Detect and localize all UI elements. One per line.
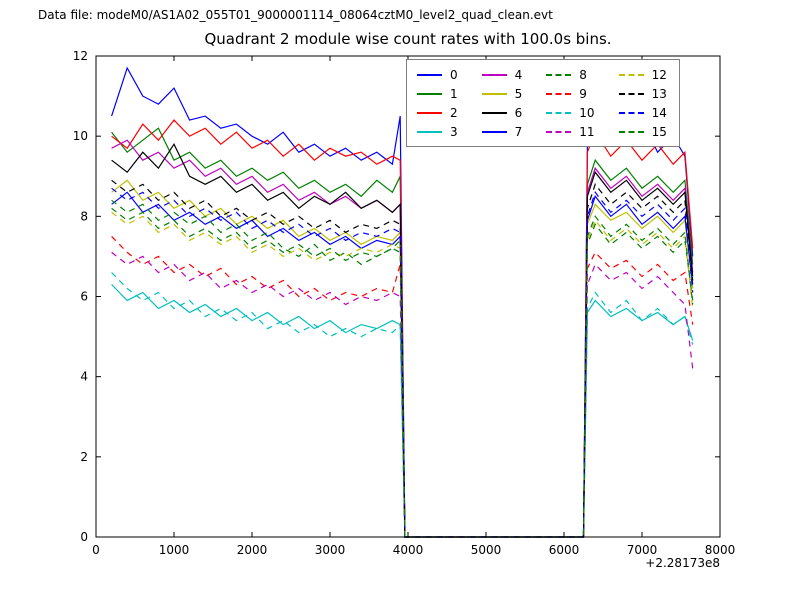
legend-label: 0 (450, 67, 458, 82)
series-line-1 (111, 127, 694, 538)
y-tick-label: 6 (80, 290, 88, 304)
legend-label: 10 (579, 105, 595, 120)
x-tick-label: 1000 (159, 543, 190, 557)
legend-line-sample (618, 73, 644, 76)
legend-label: 7 (514, 124, 523, 139)
x-tick-label: 2000 (237, 543, 268, 557)
y-tick-label: 10 (73, 129, 88, 143)
legend-label: 9 (579, 86, 587, 101)
series-line-13 (111, 179, 694, 538)
series-line-12 (111, 211, 694, 538)
data-file-label: Data file: modeM0/AS1A02_055T01_90000011… (38, 8, 553, 22)
legend-line-sample (417, 73, 442, 76)
legend-item-4: 4 (481, 65, 523, 84)
legend-line-sample (618, 130, 644, 133)
legend-label: 14 (651, 105, 667, 120)
series-line-6 (111, 142, 694, 538)
legend-item-11: 11 (546, 122, 595, 141)
x-tick-label: 3000 (315, 543, 346, 557)
legend-item-2: 2 (417, 103, 458, 122)
legend-line-sample (618, 111, 644, 114)
legend-label: 11 (579, 124, 595, 139)
chart-title: Quadrant 2 module wise count rates with … (204, 30, 612, 48)
series-line-3 (111, 284, 694, 538)
legend-line-sample (417, 111, 442, 114)
legend-line-sample (417, 92, 442, 95)
legend-line-sample (546, 73, 572, 76)
legend-label: 6 (514, 105, 523, 120)
legend-item-5: 5 (481, 84, 523, 103)
legend-line-sample (481, 111, 507, 114)
legend-line-sample (546, 130, 572, 133)
legend: 0 1 2 3 4 5 6 7 8 9 10 11 12 13 14 15 (406, 59, 680, 147)
legend-label: 3 (450, 124, 458, 139)
legend-item-12: 12 (618, 65, 667, 84)
legend-item-7: 7 (481, 122, 523, 141)
y-tick-label: 0 (80, 530, 88, 544)
legend-label: 15 (651, 124, 667, 139)
legend-label: 4 (514, 67, 523, 82)
legend-label: 1 (450, 86, 458, 101)
series-line-14 (111, 187, 694, 538)
legend-item-8: 8 (546, 65, 594, 84)
legend-item-10: 10 (546, 103, 595, 122)
series-line-11 (111, 251, 694, 538)
legend-line-sample (618, 92, 644, 95)
x-tick-label: 4000 (393, 543, 424, 557)
legend-label: 5 (514, 86, 523, 101)
x-tick-label: 0 (92, 543, 100, 557)
x-tick-label: 6000 (549, 543, 580, 557)
legend-item-0: 0 (417, 65, 458, 84)
legend-line-sample (417, 130, 442, 133)
legend-label: 8 (579, 67, 587, 82)
legend-label: 2 (450, 105, 458, 120)
series-line-4 (111, 139, 694, 538)
y-tick-label: 2 (80, 450, 88, 464)
legend-line-sample (481, 73, 507, 76)
legend-line-sample (481, 92, 507, 95)
series-line-9 (111, 235, 694, 538)
legend-item-6: 6 (481, 103, 523, 122)
legend-label: 13 (651, 86, 667, 101)
legend-line-sample (546, 92, 572, 95)
x-tick-label: 5000 (471, 543, 502, 557)
y-tick-label: 8 (80, 209, 88, 223)
legend-label: 12 (651, 67, 667, 82)
series-line-10 (111, 272, 694, 538)
legend-item-15: 15 (618, 122, 667, 141)
legend-line-sample (546, 111, 572, 114)
series-line-8 (111, 199, 694, 538)
x-axis-offset-label: +2.28173e8 (645, 556, 720, 570)
y-tick-label: 12 (73, 49, 88, 63)
legend-item-13: 13 (618, 84, 667, 103)
legend-item-9: 9 (546, 84, 594, 103)
legend-item-1: 1 (417, 84, 458, 103)
series-line-5 (111, 179, 694, 538)
y-tick-label: 4 (80, 370, 88, 384)
legend-item-14: 14 (618, 103, 667, 122)
x-tick-label: 7000 (627, 543, 658, 557)
x-tick-label: 8000 (705, 543, 736, 557)
series-line-15 (111, 207, 694, 538)
legend-line-sample (481, 130, 507, 133)
legend-item-3: 3 (417, 122, 458, 141)
